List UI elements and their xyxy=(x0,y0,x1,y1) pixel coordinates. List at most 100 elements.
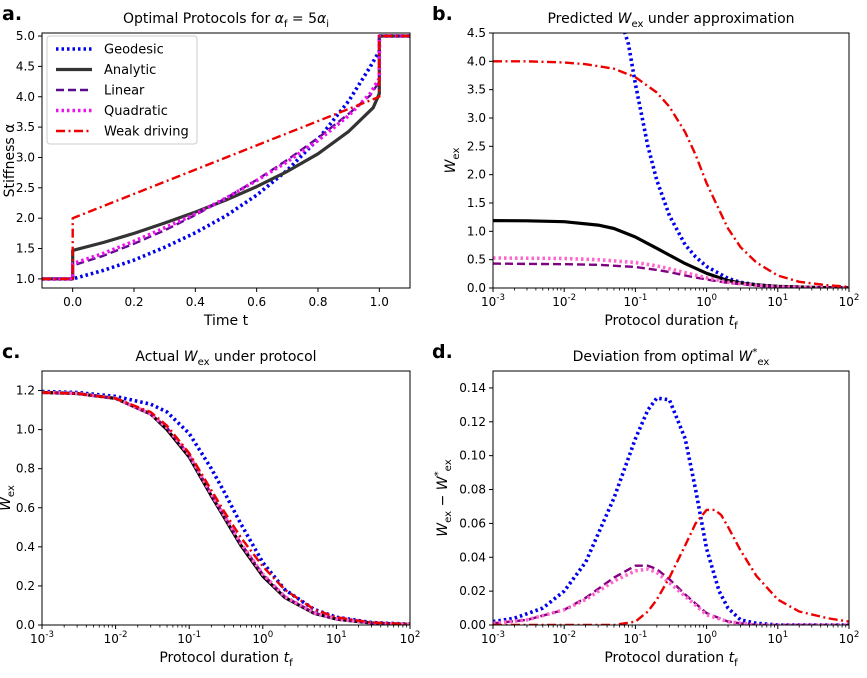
chart-b-xtick-label: 10-1 xyxy=(623,293,647,309)
chart-b-ytick-label: 4.5 xyxy=(467,26,486,40)
chart-c-ytick-label: 0.4 xyxy=(16,540,35,554)
chart-b-ytick-label: 2.0 xyxy=(467,168,486,182)
chart-d-ytick-label: 0.00 xyxy=(459,618,486,632)
panel-c-chart: Actual Wex under protocol 10-3 10-2 10-1 100… xyxy=(0,349,420,669)
chart-a-ytick-label: 4.5 xyxy=(16,59,35,73)
panel-label-b: b. xyxy=(432,3,453,25)
chart-a-xtick-label: 0.2 xyxy=(124,295,143,309)
chart-d-series-weak-driving xyxy=(493,508,849,625)
chart-c-series-weak-driving xyxy=(42,391,410,625)
legend-box xyxy=(46,35,198,145)
panel-d-chart: Deviation from optimal W*ex 10-3 10-2 10-1 1… xyxy=(433,347,859,669)
chart-b-ytick-label: 1.5 xyxy=(467,196,486,210)
legend-label-geodesic: Geodesic xyxy=(104,43,164,58)
chart-c-xtick-label: 10-3 xyxy=(30,630,54,646)
chart-d-ytick-label: 0.08 xyxy=(459,483,486,497)
panel-label-d: d. xyxy=(432,341,453,363)
chart-a-xlabel: Time t xyxy=(203,313,249,329)
chart-b-xlabel: Protocol duration tf xyxy=(604,313,738,332)
chart-c-xtick-label: 100 xyxy=(252,630,273,646)
chart-c-xtick-label: 10-1 xyxy=(177,630,201,646)
chart-a-title: Optimal Protocols for αf = 5αi xyxy=(123,11,329,30)
chart-b-ytick-label: 0.0 xyxy=(467,281,486,295)
chart-c-xlabel: Protocol duration tf xyxy=(159,650,293,669)
chart-d-xtick-label: 10-1 xyxy=(623,630,647,646)
chart-c-title: Actual Wex under protocol xyxy=(135,349,316,368)
chart-c-ytick-label: 0.0 xyxy=(16,618,35,632)
chart-c-xtick-label: 10-2 xyxy=(104,630,128,646)
legend-label-linear: Linear xyxy=(104,84,145,99)
chart-d-xtick-label: 10-3 xyxy=(481,630,505,646)
chart-a-xtick-label: 0.4 xyxy=(186,295,205,309)
chart-b-series-weak-driving xyxy=(493,60,849,288)
chart-a-xtick-label: 0.0 xyxy=(63,295,82,309)
chart-b-ytick-label: 2.5 xyxy=(467,139,486,153)
chart-a-ytick-label: 1.0 xyxy=(16,272,35,286)
chart-d-ytick-label: 0.12 xyxy=(459,415,486,429)
chart-a-ytick-label: 3.0 xyxy=(16,150,35,164)
chart-a-ytick-label: 4.0 xyxy=(16,90,35,104)
chart-d-xtick-label: 102 xyxy=(839,630,860,646)
chart-c-ylabel: Wex xyxy=(0,485,17,511)
chart-b-title: Predicted Wex under approximation xyxy=(547,11,794,30)
chart-c-series-quadratic xyxy=(42,390,410,625)
chart-c-ytick-label: 0.2 xyxy=(16,579,35,593)
chart-b-series-quadratic xyxy=(493,256,849,288)
chart-b-frame xyxy=(492,32,850,289)
chart-b-plot-area xyxy=(493,33,849,288)
chart-c-xtick-label: 101 xyxy=(326,630,347,646)
panel-b-chart: Predicted Wex under approximation 10-3 10-… xyxy=(443,11,859,332)
chart-b-ylabel: Wex xyxy=(443,148,462,174)
chart-d-xtick-label: 100 xyxy=(696,630,717,646)
chart-a-ytick-label: 2.0 xyxy=(16,211,35,225)
chart-c-ytick-label: 1.0 xyxy=(16,423,35,437)
chart-b-xtick-label: 10-3 xyxy=(481,293,505,309)
chart-d-xlabel: Protocol duration tf xyxy=(604,650,738,669)
chart-a-ylabel: Stiffness α xyxy=(2,124,18,198)
legend-label-analytic: Analytic xyxy=(104,63,156,78)
chart-a-plot-area xyxy=(42,34,410,281)
chart-a-frame xyxy=(41,32,411,289)
chart-d-ytick-label: 0.04 xyxy=(459,550,486,564)
chart-d-xtick-label: 10-2 xyxy=(552,630,576,646)
panel-a-chart: Optimal Protocols for αf = 5αi 0.0 0.2 0.4 0… xyxy=(2,11,411,329)
chart-d-title: Deviation from optimal W*ex xyxy=(573,347,770,368)
chart-c-plot-area xyxy=(42,389,410,625)
chart-a-series-quadratic xyxy=(42,34,410,281)
chart-a-ytick-label: 2.5 xyxy=(16,181,35,195)
panel-label-a: a. xyxy=(2,3,22,25)
chart-c-xtick-label: 102 xyxy=(400,630,421,646)
legend-label-weak-driving: Weak driving xyxy=(104,125,189,140)
chart-a-series-analytic xyxy=(42,34,410,281)
chart-c-ytick-label: 0.6 xyxy=(16,501,35,515)
chart-a-ytick-label: 5.0 xyxy=(16,29,35,43)
panel-label-c: c. xyxy=(2,341,20,363)
chart-b-ytick-label: 0.5 xyxy=(467,253,486,267)
chart-c-ytick-label: 0.8 xyxy=(16,462,35,476)
chart-a-ytick-label: 3.5 xyxy=(16,120,35,134)
chart-b-ytick-label: 1.0 xyxy=(467,224,486,238)
chart-b-xtick-label: 100 xyxy=(696,293,717,309)
chart-c-frame xyxy=(41,370,411,626)
chart-d-ytick-label: 0.02 xyxy=(459,584,486,598)
chart-b-series-linear xyxy=(493,262,849,288)
chart-b-ytick-label: 3.0 xyxy=(467,111,486,125)
chart-a-xtick-label: 1.0 xyxy=(370,295,389,309)
legend-label-quadratic: Quadratic xyxy=(104,104,168,119)
chart-b-xtick-label: 101 xyxy=(767,293,788,309)
chart-d-series-quadratic xyxy=(493,567,849,625)
chart-c-series-geodesic xyxy=(42,389,410,625)
chart-a-xtick-label: 0.8 xyxy=(308,295,327,309)
chart-d-frame xyxy=(492,370,850,626)
chart-a-series-geodesic xyxy=(42,34,410,281)
chart-d-ylabel: Wex − W*ex xyxy=(433,459,454,536)
chart-a-xtick-label: 0.6 xyxy=(247,295,266,309)
chart-c-series-linear xyxy=(42,391,410,625)
chart-b-xtick-label: 102 xyxy=(839,293,860,309)
chart-b-ytick-label: 4.0 xyxy=(467,54,486,68)
chart-d-plot-area xyxy=(493,396,849,625)
chart-d-ytick-label: 0.06 xyxy=(459,516,486,530)
chart-a-ytick-label: 1.5 xyxy=(16,242,35,256)
chart-a-legend: Geodesic Analytic Linear Quadratic Weak driv… xyxy=(46,35,198,145)
